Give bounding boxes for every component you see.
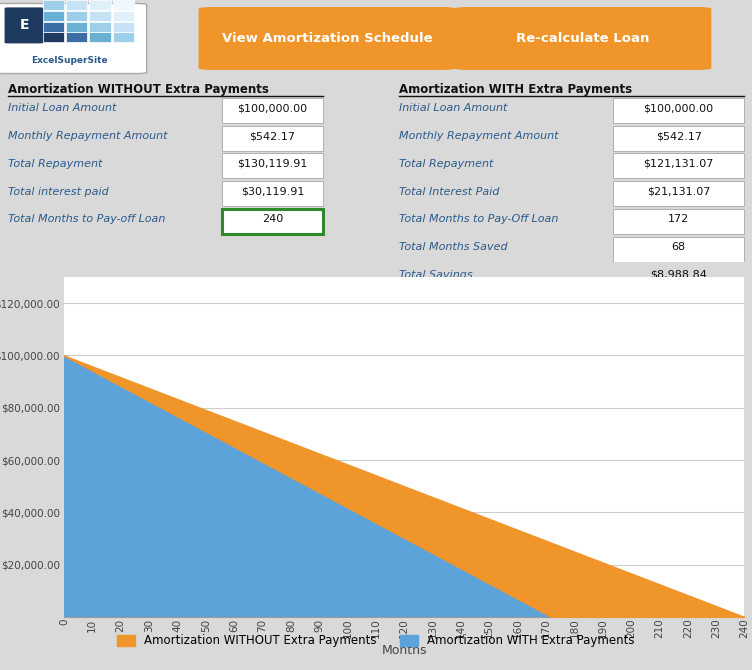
Bar: [89, 32, 111, 42]
FancyBboxPatch shape: [199, 7, 455, 69]
FancyBboxPatch shape: [613, 125, 744, 151]
Text: Monthly Repayment Amount: Monthly Repayment Amount: [8, 131, 167, 141]
FancyBboxPatch shape: [613, 153, 744, 178]
Text: 68: 68: [672, 242, 686, 252]
Text: $100,000.00: $100,000.00: [644, 103, 714, 113]
FancyBboxPatch shape: [455, 7, 711, 69]
Text: $130,119.91: $130,119.91: [238, 159, 308, 169]
Text: Total Months to Pay-off Loan: Total Months to Pay-off Loan: [8, 214, 165, 224]
Text: Total Months Saved: Total Months Saved: [399, 242, 507, 252]
Bar: [89, 11, 111, 21]
FancyBboxPatch shape: [222, 153, 323, 178]
FancyBboxPatch shape: [613, 264, 744, 289]
Bar: [66, 21, 87, 31]
Text: Total Months to Pay-Off Loan: Total Months to Pay-Off Loan: [399, 214, 558, 224]
Bar: [43, 21, 64, 31]
Text: $100,000.00: $100,000.00: [238, 103, 308, 113]
Bar: [43, 11, 64, 21]
FancyBboxPatch shape: [222, 125, 323, 151]
FancyBboxPatch shape: [613, 209, 744, 234]
Text: 172: 172: [668, 214, 690, 224]
Text: E: E: [20, 18, 29, 32]
Text: Amortization WITH Extra Payments: Amortization WITH Extra Payments: [399, 82, 632, 96]
Text: Initial Loan Amount: Initial Loan Amount: [8, 103, 116, 113]
FancyBboxPatch shape: [5, 8, 43, 43]
Text: Re-calculate Loan: Re-calculate Loan: [516, 32, 650, 45]
FancyBboxPatch shape: [222, 209, 323, 234]
FancyBboxPatch shape: [222, 98, 323, 123]
Bar: [43, 32, 64, 42]
FancyBboxPatch shape: [613, 98, 744, 123]
Text: $30,119.91: $30,119.91: [241, 187, 305, 197]
Bar: [113, 21, 134, 31]
Text: View Amortization Schedule: View Amortization Schedule: [222, 32, 432, 45]
FancyBboxPatch shape: [222, 181, 323, 206]
Bar: [113, 32, 134, 42]
FancyBboxPatch shape: [613, 237, 744, 261]
Text: $21,131.07: $21,131.07: [647, 187, 711, 197]
Bar: [89, 0, 111, 10]
Bar: [89, 21, 111, 31]
Text: 240: 240: [262, 214, 284, 224]
Text: Total interest paid: Total interest paid: [8, 187, 108, 197]
Text: Initial Loan Amount: Initial Loan Amount: [399, 103, 507, 113]
Bar: [113, 0, 134, 10]
Bar: [66, 11, 87, 21]
Text: Total Repayment: Total Repayment: [399, 159, 493, 169]
Bar: [113, 11, 134, 21]
Text: Total Repayment: Total Repayment: [8, 159, 102, 169]
FancyBboxPatch shape: [0, 3, 147, 74]
Text: $121,131.07: $121,131.07: [644, 159, 714, 169]
Text: $542.17: $542.17: [250, 131, 296, 141]
X-axis label: Months: Months: [381, 644, 427, 657]
Bar: [43, 0, 64, 10]
Text: Total Savings: Total Savings: [399, 270, 472, 280]
Text: $8,988.84: $8,988.84: [650, 270, 707, 280]
Text: ExcelSuperSite: ExcelSuperSite: [31, 56, 108, 64]
Text: Amortization WITHOUT Extra Payments: Amortization WITHOUT Extra Payments: [8, 82, 268, 96]
Text: Total Interest Paid: Total Interest Paid: [399, 187, 499, 197]
Bar: [66, 0, 87, 10]
Text: Monthly Repayment Amount: Monthly Repayment Amount: [399, 131, 558, 141]
FancyBboxPatch shape: [613, 181, 744, 206]
Bar: [66, 32, 87, 42]
Legend: Amortization WITHOUT Extra Payments, Amortization WITH Extra Payments: Amortization WITHOUT Extra Payments, Amo…: [112, 630, 640, 652]
Text: $542.17: $542.17: [656, 131, 702, 141]
